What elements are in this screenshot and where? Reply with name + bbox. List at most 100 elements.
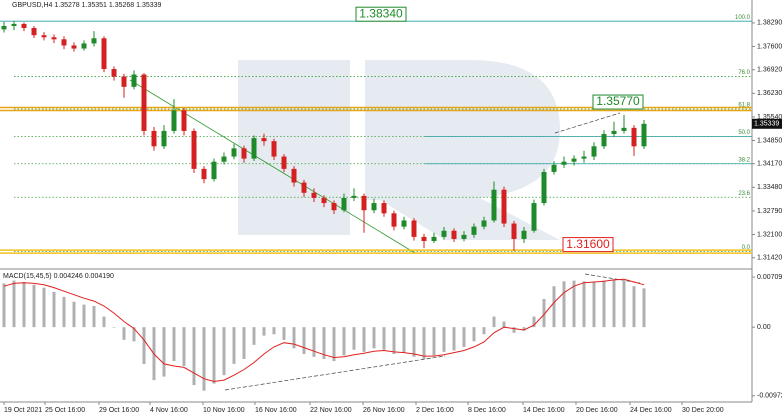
macd-bar [502,321,506,328]
macd-bar [482,327,486,335]
macd-bar [2,283,6,328]
candle-body [141,74,147,131]
macd-bar [122,327,126,340]
candle-body [531,203,537,231]
candle-body [491,189,497,221]
macd-bar [332,327,336,362]
y-tick-label: 1.31420 [757,255,782,262]
fib-level-label: 23.6 [738,191,750,197]
y-tick-label: 0.00 [757,324,771,331]
candle-body [431,236,437,241]
macd-bar [172,327,176,362]
macd-bar [402,327,406,353]
candle-body [81,43,87,49]
candle-body [551,164,557,172]
macd-bar [472,327,476,342]
macd-bar [82,304,86,328]
macd-bar [492,316,496,328]
candle-body [571,158,577,162]
candle-body [301,182,307,193]
macd-bar [62,296,66,328]
candle-body [171,110,177,131]
macd-bar [362,327,366,352]
macd-bar [602,280,606,328]
macd-bar [432,327,436,356]
x-tick-label: 29 Oct 16:00 [99,407,139,414]
y-tick-label: 0.007098 [757,274,782,281]
annotation-label: 1.35770 [596,94,640,108]
macd-bar [312,327,316,357]
candle-body [321,197,327,204]
macd-bar [452,327,456,351]
macd-bar [102,316,106,328]
candle-body [291,168,297,183]
candle-body [151,130,157,147]
x-tick-label: 2 Dec 16:00 [416,407,454,414]
macd-bar [162,327,166,377]
candle-body [341,197,347,211]
macd-bar [462,327,466,347]
annotation-label: 1.38340 [359,6,403,20]
macd-bar [352,327,356,350]
macd-bar [382,327,386,350]
macd-bar [562,281,566,328]
trend-line [129,79,416,254]
candle-body [91,38,97,44]
fib-level-label: 100.0 [735,15,751,21]
candle-body [71,45,77,49]
candle-body [391,213,397,227]
candle-body [641,123,647,147]
x-tick-label: 8 Dec 16:00 [468,407,506,414]
macd-bar [22,282,26,328]
macd-bar [422,327,426,359]
macd-bar [192,327,196,386]
macd-bar [32,284,36,328]
x-tick-label: 19 Oct 2021 [4,407,42,414]
fib-level-label: 38.2 [738,157,750,163]
macd-bar [232,327,236,364]
candle-body [481,220,487,227]
candle-body [1,25,7,30]
candle-body [611,130,617,134]
candle-body [381,203,387,214]
candle-body [261,138,267,142]
candle-body [601,134,607,147]
candle-body [271,141,277,157]
candle-body [21,23,27,29]
candle-body [311,192,317,198]
macd-bar [582,281,586,328]
candle-body [461,234,467,239]
candle-body [401,220,407,227]
candle-body [411,220,417,237]
y-tick-label: -0.009727 [757,393,782,400]
macd-bar [512,327,516,333]
candle-body [451,230,457,239]
x-tick-label: 24 Dec 16:00 [630,407,672,414]
fib-level-label: 50.0 [738,130,750,136]
macd-bar [392,327,396,354]
candle-body [621,127,627,131]
candle-body [331,203,337,211]
candle-body [111,69,117,77]
y-tick-label: 1.38290 [757,20,782,27]
macd-bar [242,327,246,359]
y-tick-label: 1.32790 [757,208,782,215]
candle-body [511,223,517,239]
y-tick-label: 1.33480 [757,184,782,191]
macd-bar [202,327,206,391]
macd-bar [132,327,136,342]
y-tick-label: 1.34850 [757,137,782,144]
fib-level-label: 0.0 [742,245,751,251]
candle-body [61,39,67,46]
macd-bar [302,327,306,354]
macd-bar [412,327,416,357]
annotation-box [592,94,644,110]
candle-body [231,148,237,157]
macd-bar [212,327,216,384]
x-tick-label: 10 Nov 16:00 [203,407,245,414]
x-tick-label: 4 Nov 16:00 [150,407,188,414]
candle-body [221,156,227,162]
macd-bar [632,286,636,328]
macd-bar [542,298,546,328]
